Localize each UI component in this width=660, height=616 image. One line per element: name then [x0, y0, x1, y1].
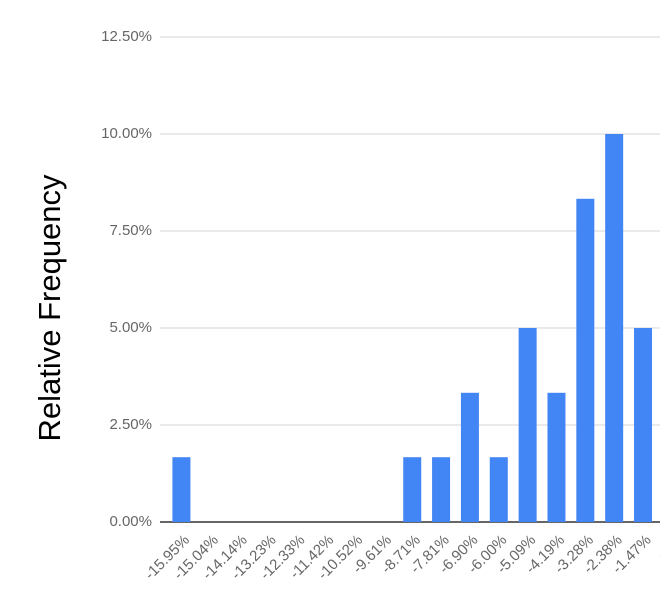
x-tick-label: -0.5 [653, 532, 660, 562]
y-axis-title: Relative Frequency [32, 174, 67, 442]
y-tick-label: 12.50% [101, 28, 152, 45]
bar [403, 457, 422, 522]
bar [576, 198, 595, 522]
y-tick-label: 10.00% [101, 125, 152, 142]
bar [460, 392, 479, 522]
bar [605, 134, 624, 522]
y-tick-label: 7.50% [109, 222, 152, 239]
y-tick-label: 0.00% [109, 513, 152, 530]
bar [489, 457, 508, 522]
bar [547, 392, 566, 522]
bar [172, 457, 191, 522]
bar [634, 328, 653, 522]
bar [518, 328, 537, 522]
y-tick-label: 2.50% [109, 416, 152, 433]
y-tick-label: 5.00% [109, 319, 152, 336]
bar [432, 457, 451, 522]
